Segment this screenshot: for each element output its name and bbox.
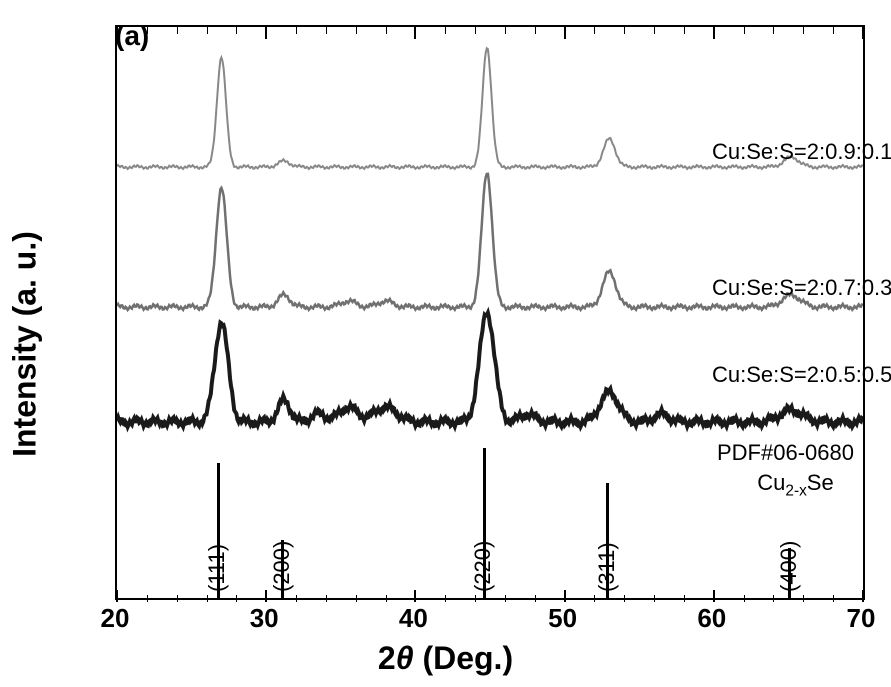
x-tick-label: 50 — [548, 603, 577, 634]
xlabel-suffix: (Deg.) — [414, 640, 514, 676]
hkl-label: (400) — [776, 541, 802, 592]
hkl-label: (220) — [470, 541, 496, 592]
trace-label-t2: Cu:Se:S=2:0.7:0.3 — [712, 275, 891, 301]
pdf-formula: Cu2-xSe — [717, 470, 854, 500]
x-tick-label: 40 — [399, 603, 428, 634]
x-tick-label: 20 — [101, 603, 130, 634]
xlabel-theta: θ — [396, 640, 414, 676]
plot-area: Cu:Se:S=2:0.9:0.1Cu:Se:S=2:0.7:0.3Cu:Se:… — [115, 25, 865, 600]
trace-label-t1: Cu:Se:S=2:0.9:0.1 — [712, 139, 891, 165]
hkl-label: (111) — [204, 544, 230, 592]
hkl-label: (200) — [269, 541, 295, 592]
trace-label-t3: Cu:Se:S=2:0.5:0.5 — [712, 362, 891, 388]
pdf-card-label: PDF#06-0680 Cu2-xSe — [717, 440, 854, 500]
x-axis-label: 2θ (Deg.) — [378, 640, 513, 677]
xrd-traces-svg — [117, 27, 863, 598]
xlabel-prefix: 2 — [378, 640, 396, 676]
hkl-label: (311) — [594, 542, 620, 592]
x-tick-label: 70 — [847, 603, 876, 634]
x-tick-label: 30 — [250, 603, 279, 634]
x-tick-label: 60 — [697, 603, 726, 634]
pdf-line1: PDF#06-0680 — [717, 440, 854, 466]
y-axis-label: Intensity (a. u.) — [7, 231, 44, 457]
